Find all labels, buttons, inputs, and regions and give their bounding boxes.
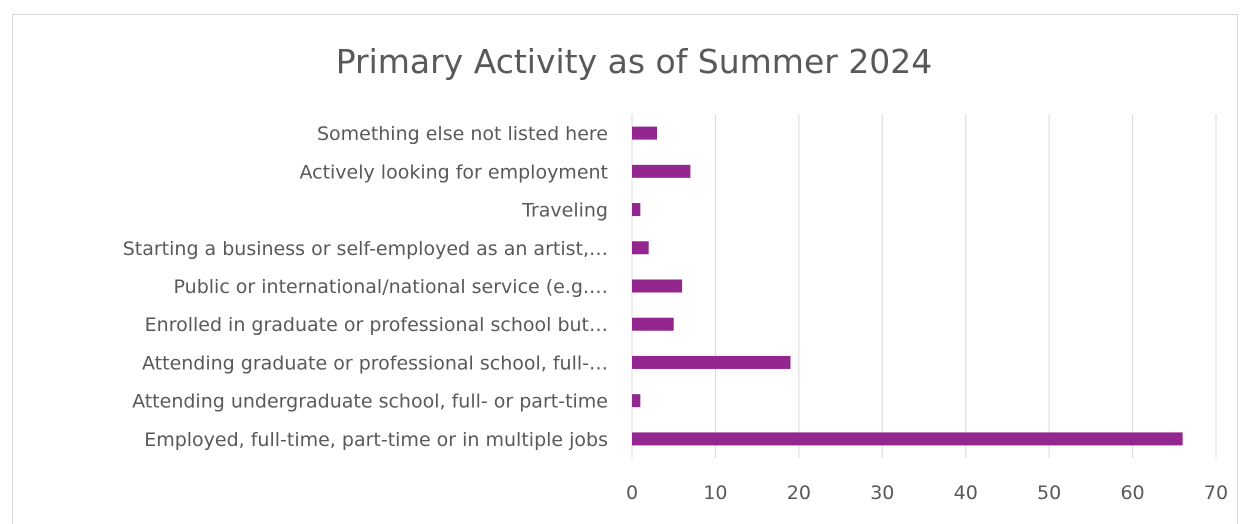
x-tick-label: 20 [787, 482, 811, 504]
chart-title: Primary Activity as of Summer 2024 [336, 42, 933, 81]
category-label: Public or international/national service… [174, 276, 608, 298]
category-labels: Something else not listed here Actively l… [123, 123, 608, 451]
x-tick-label: 60 [1120, 482, 1144, 504]
x-tick-label: 0 [626, 482, 638, 504]
category-label: Employed, full-time, part-time or in mul… [144, 429, 608, 451]
bar [632, 355, 791, 369]
category-label: Actively looking for employment [299, 161, 608, 183]
gridlines [631, 114, 1217, 458]
x-tick-label: 40 [954, 482, 978, 504]
bar [632, 164, 691, 178]
bars [632, 126, 1183, 446]
category-label: Traveling [521, 200, 608, 222]
category-label: Attending undergraduate school, full- or… [132, 391, 608, 413]
x-tick-label: 10 [703, 482, 727, 504]
bar [632, 432, 1183, 446]
x-tick-label: 70 [1204, 482, 1228, 504]
category-label: Something else not listed here [317, 123, 608, 145]
x-tick-label: 30 [870, 482, 894, 504]
bar-chart: Primary Activity as of Summer 2024 Somet… [123, 42, 1228, 504]
category-label: Starting a business or self-employed as … [123, 238, 608, 260]
bar [632, 279, 683, 293]
bar [632, 394, 641, 408]
bar [632, 241, 649, 255]
bar [632, 317, 674, 331]
category-label: Enrolled in graduate or professional sch… [145, 314, 608, 336]
bar [632, 126, 658, 140]
x-tick-label: 50 [1037, 482, 1061, 504]
bar [632, 203, 641, 217]
x-axis-tick-labels: 0 10 20 30 40 50 60 70 [626, 482, 1228, 504]
category-label: Attending graduate or professional schoo… [142, 352, 608, 374]
